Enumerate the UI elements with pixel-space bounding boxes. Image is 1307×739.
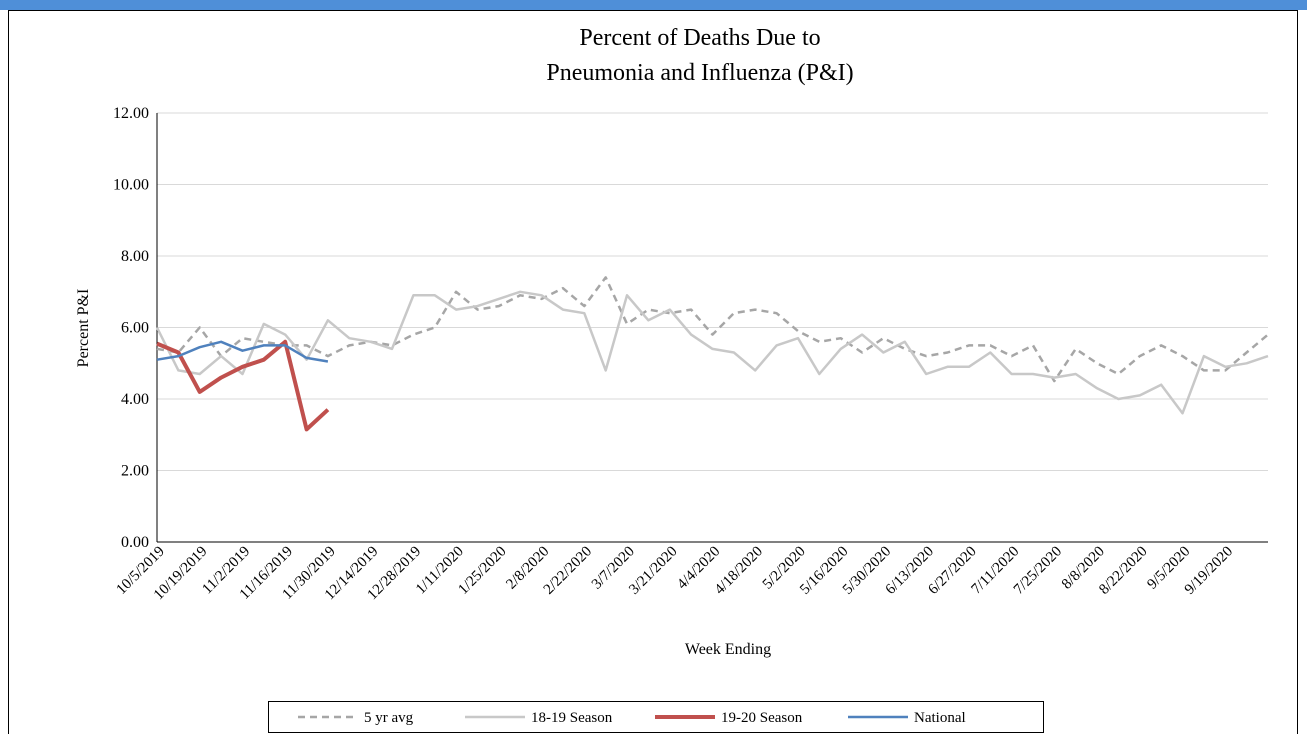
series-line <box>156 276 1269 383</box>
chart-title: Pneumonia and Influenza (P&I) <box>546 60 853 86</box>
legend-label: 18-19 Season <box>531 710 613 726</box>
x-axis-label: Week Ending <box>685 641 771 658</box>
series-line <box>156 339 330 432</box>
series-line <box>156 340 329 363</box>
y-tick-label: 8.00 <box>121 248 149 265</box>
legend-label: 5 yr avg <box>364 710 414 726</box>
y-tick-label: 6.00 <box>121 320 149 337</box>
y-tick-label: 0.00 <box>121 534 149 551</box>
legend-label: 19-20 Season <box>721 710 803 726</box>
y-tick-label: 12.00 <box>113 105 149 122</box>
chart-title: Percent of Deaths Due to <box>579 25 820 51</box>
y-tick-label: 10.00 <box>113 177 149 194</box>
series-line <box>155 290 1269 415</box>
y-tick-label: 4.00 <box>121 391 149 408</box>
top-bar <box>0 0 1307 10</box>
y-axis-label: Percent P&I <box>75 289 92 368</box>
y-tick-label: 2.00 <box>121 463 149 480</box>
legend-label: National <box>914 710 966 726</box>
